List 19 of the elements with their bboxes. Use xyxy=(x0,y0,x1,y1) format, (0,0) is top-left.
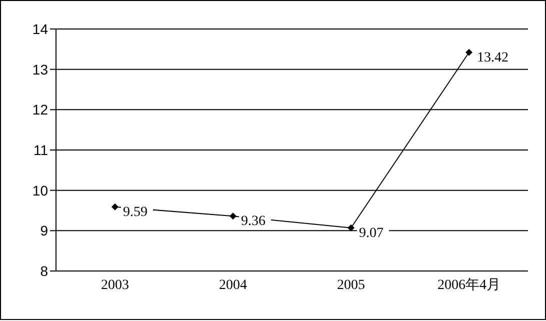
y-tick-label: 13 xyxy=(32,61,48,78)
data-label: 13.42 xyxy=(477,50,508,66)
point xyxy=(112,203,118,210)
point xyxy=(348,224,354,232)
x-tick-label: 2005 xyxy=(337,278,365,293)
y-tick-label: 14 xyxy=(32,20,48,37)
data-label: 9.36 xyxy=(241,214,266,230)
y-tick-label: 8 xyxy=(40,262,48,279)
data-label: 9.59 xyxy=(123,204,148,220)
x-tick-label: 2004 xyxy=(219,278,247,293)
y-tick-label: 12 xyxy=(32,102,48,118)
point xyxy=(466,48,472,56)
y-tick-label: 9 xyxy=(40,222,48,239)
x-tick-label: 2006年4月 xyxy=(438,276,500,293)
y-tick-label: 10 xyxy=(32,182,48,198)
x-tick-label: 2003 xyxy=(101,278,129,293)
data-label: 9.07 xyxy=(359,226,384,241)
y-tick-label: 11 xyxy=(33,142,48,158)
point xyxy=(230,212,236,220)
